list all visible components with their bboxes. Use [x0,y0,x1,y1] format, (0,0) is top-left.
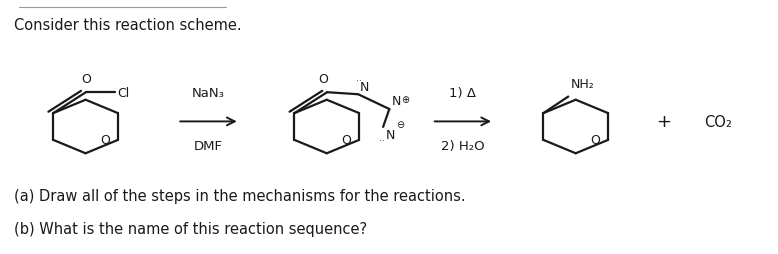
Text: +: + [656,113,671,131]
Text: 2) H₂O: 2) H₂O [441,139,485,152]
Text: ⊖: ⊖ [396,120,405,130]
Text: ··: ·· [379,137,384,146]
Text: 1) Δ: 1) Δ [450,86,476,99]
Text: O: O [342,134,352,147]
Text: O: O [100,134,110,147]
Text: N: N [391,95,401,108]
Text: O: O [318,72,328,85]
Text: CO₂: CO₂ [704,115,732,129]
Text: O: O [591,134,601,147]
Text: ··: ·· [356,77,362,86]
Text: N: N [385,129,394,141]
Text: Consider this reaction scheme.: Consider this reaction scheme. [14,18,242,33]
Text: O: O [81,72,91,85]
Text: N: N [359,81,369,94]
Text: NaN₃: NaN₃ [192,86,225,99]
Text: Cl: Cl [117,86,129,99]
Text: NH₂: NH₂ [570,78,594,91]
Text: DMF: DMF [194,139,223,152]
Text: ⊕: ⊕ [401,94,409,104]
Text: (b) What is the name of this reaction sequence?: (b) What is the name of this reaction se… [14,221,367,236]
Text: (a) Draw all of the steps in the mechanisms for the reactions.: (a) Draw all of the steps in the mechani… [14,188,465,203]
